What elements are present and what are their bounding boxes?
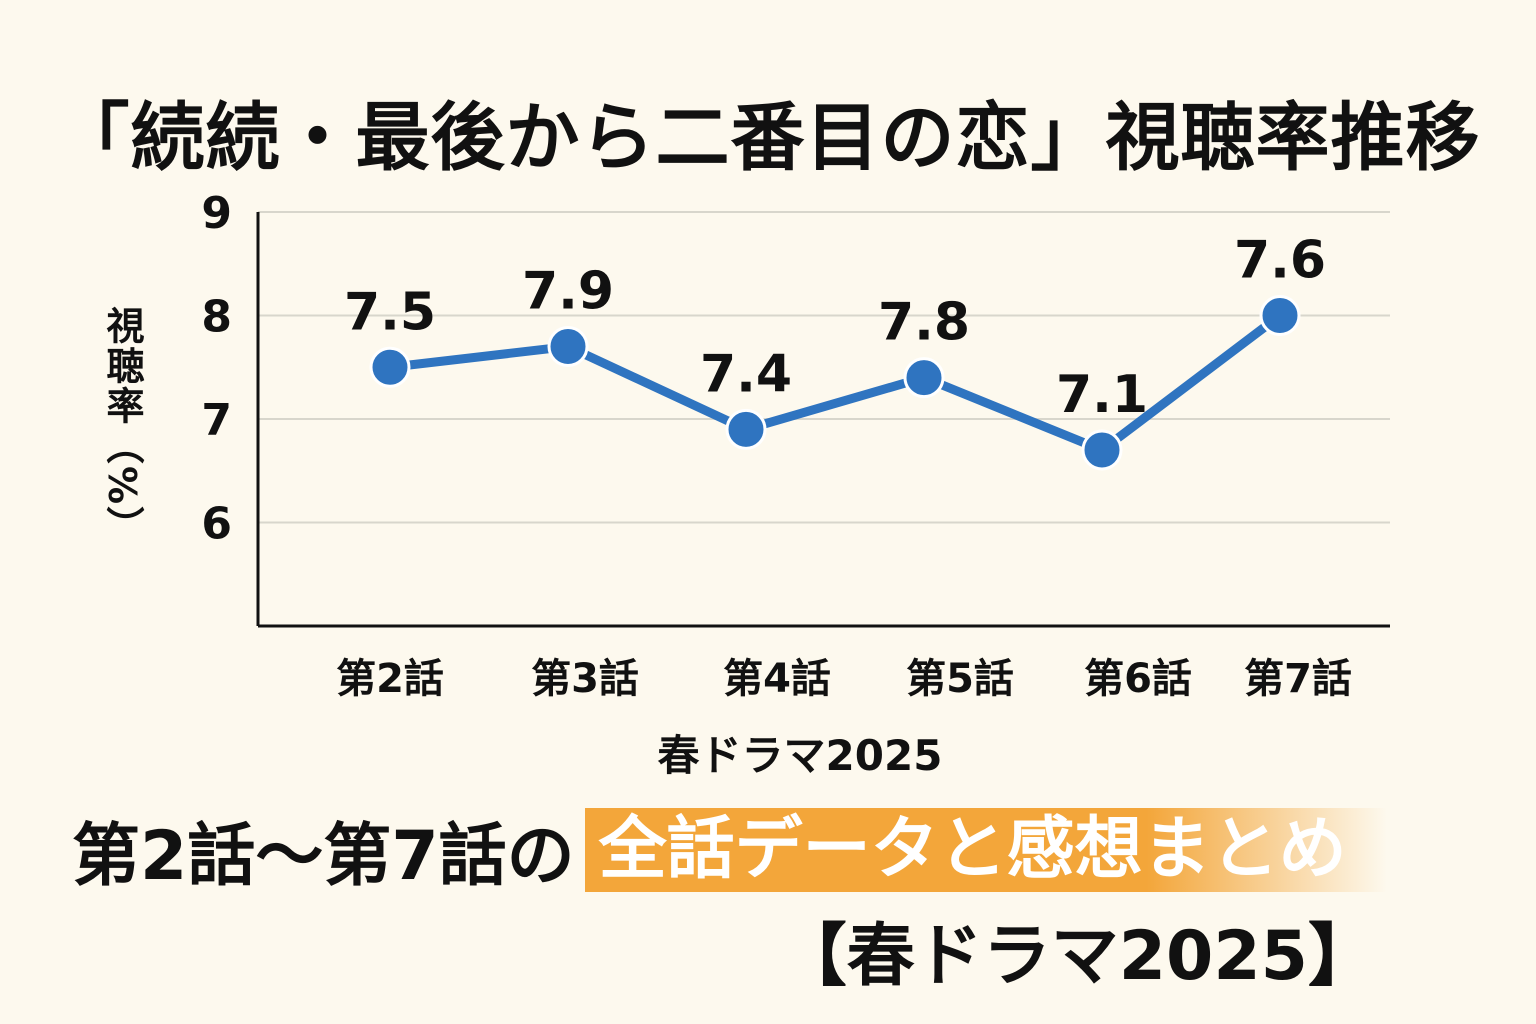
headline-prefix: 第2話～第7話の bbox=[72, 817, 575, 896]
y-tick-label: 6 bbox=[201, 499, 232, 550]
data-label: 7.9 bbox=[522, 262, 614, 322]
chart-title: 「続続・最後から二番目の恋」視聴率推移 bbox=[55, 95, 1481, 181]
data-label: 7.1 bbox=[1056, 365, 1148, 425]
x-tick-label: 第4話 bbox=[723, 656, 831, 702]
data-label: 7.4 bbox=[700, 344, 792, 404]
data-point bbox=[1259, 295, 1301, 336]
y-tick-label: 9 bbox=[201, 188, 232, 239]
x-tick-label: 第7話 bbox=[1244, 656, 1352, 702]
x-tick-label: 第6話 bbox=[1084, 656, 1192, 702]
x-tick-label: 第5話 bbox=[906, 656, 1014, 702]
data-point bbox=[903, 357, 945, 399]
data-label: 7.6 bbox=[1234, 231, 1326, 291]
headline: 第2話～第7話の 全話データと感想まとめ bbox=[72, 800, 1387, 899]
data-label: 7.8 bbox=[878, 293, 970, 353]
data-point bbox=[547, 326, 589, 368]
y-tick-label: 7 bbox=[201, 395, 232, 446]
data-point bbox=[1081, 429, 1123, 471]
data-label: 7.5 bbox=[344, 282, 436, 342]
x-tick-label: 第2話 bbox=[336, 656, 444, 702]
headline-sub: 【春ドラマ2025】 bbox=[778, 917, 1376, 996]
x-axis-label: 春ドラマ2025 bbox=[658, 731, 943, 780]
data-point bbox=[369, 346, 411, 388]
y-axis-label: 視聴率（%） bbox=[100, 306, 144, 544]
x-tick-label: 第3話 bbox=[531, 656, 639, 702]
series-line bbox=[385, 311, 1285, 455]
headline-highlight: 全話データと感想まとめ bbox=[584, 807, 1387, 892]
data-point bbox=[725, 408, 767, 450]
y-tick-label: 8 bbox=[201, 292, 232, 343]
